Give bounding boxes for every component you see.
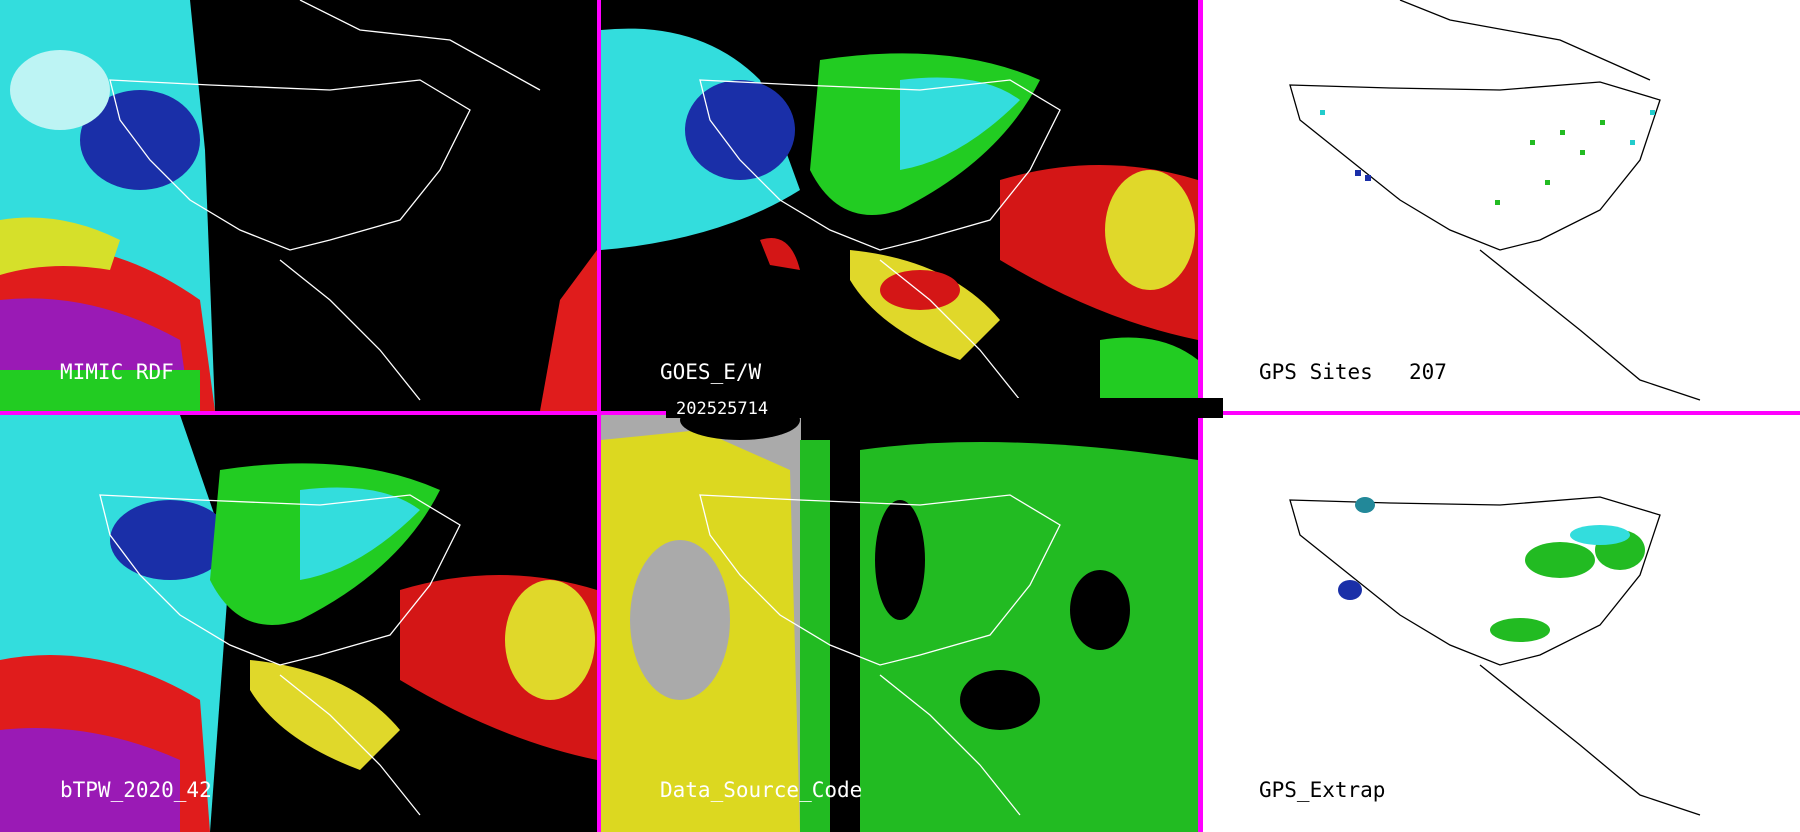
- panel-label: GOES_E/W: [660, 360, 762, 384]
- panel-label: MIMIC RDF: [60, 360, 174, 384]
- timestamp: 202525714: [676, 399, 768, 419]
- panel-label: GPS_Extrap: [1259, 778, 1385, 802]
- panel-gps-sites: [1203, 0, 1800, 411]
- panel-mimic: [0, 0, 597, 411]
- panel-label: Data_Source_Code: [660, 778, 862, 802]
- panel-data-source: [601, 415, 1198, 832]
- site-count: 207: [1409, 360, 1447, 384]
- panel-gps-extrap: [1203, 415, 1800, 832]
- panel-label: bTPW_2020_42: [60, 778, 212, 802]
- panel-btpw: [0, 415, 597, 832]
- panel-goes: [601, 0, 1198, 411]
- timestamp-box: [666, 398, 1223, 418]
- panel-label: GPS Sites: [1259, 360, 1373, 384]
